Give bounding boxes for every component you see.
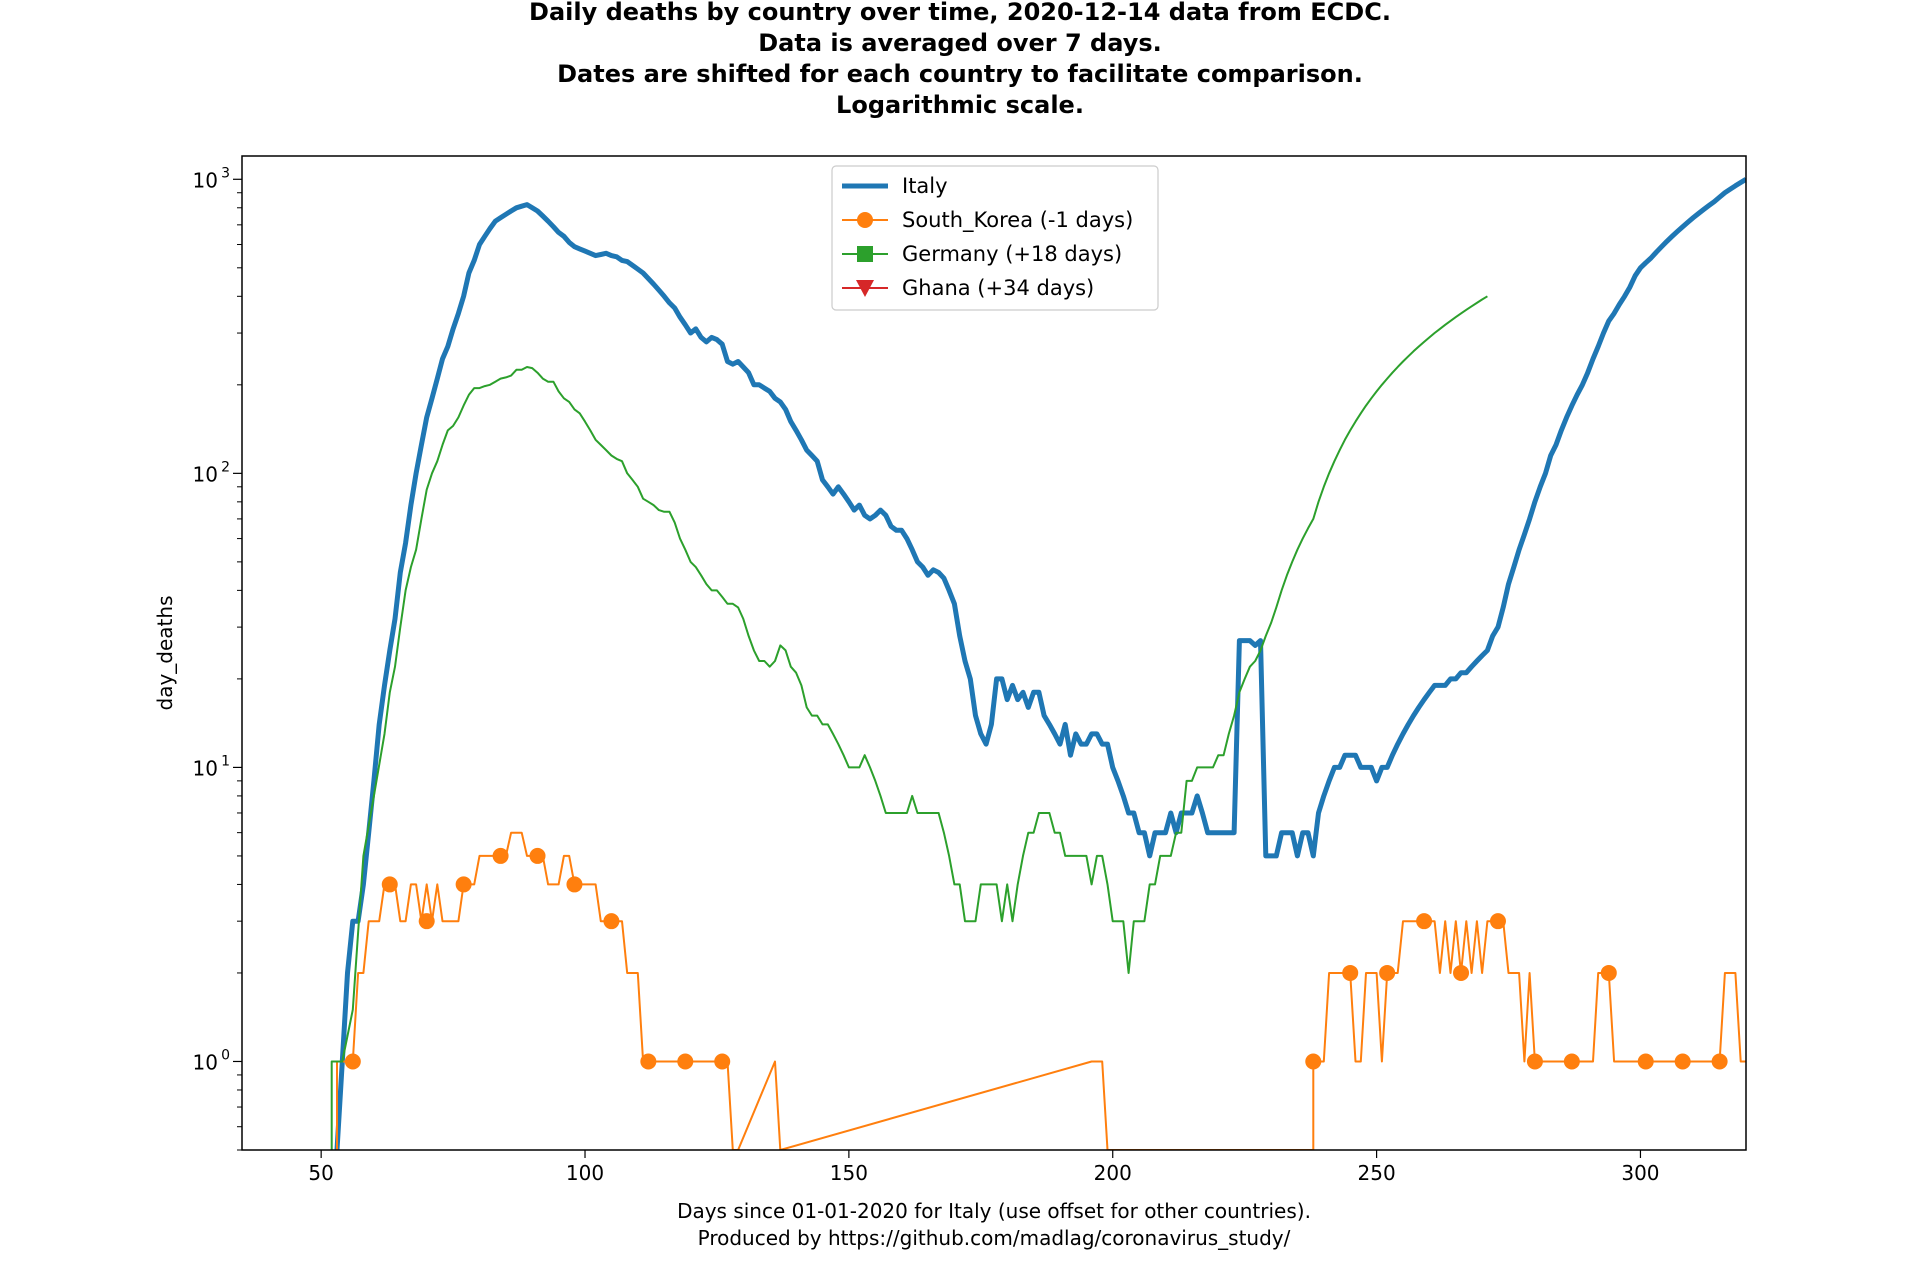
data-point: [418, 913, 435, 930]
y-tick-exponent: 1: [221, 753, 230, 769]
data-point: [1637, 1053, 1654, 1070]
data-point: [381, 876, 398, 893]
data-point: [1711, 1053, 1728, 1070]
series-south_korea: [336, 831, 1746, 1150]
x-axis-label-line: Days since 01-01-2020 for Italy (use off…: [677, 1199, 1311, 1223]
x-tick-label: 100: [566, 1161, 604, 1185]
title-line: Logarithmic scale.: [836, 91, 1084, 119]
x-tick-label: 200: [1094, 1161, 1132, 1185]
x-tick-label: 300: [1621, 1161, 1659, 1185]
legend-entry: South_Korea (-1 days): [902, 208, 1133, 233]
y-tick-exponent: 0: [221, 1047, 230, 1063]
x-tick-label: 250: [1358, 1161, 1396, 1185]
data-point: [1600, 964, 1617, 981]
series-line: [330, 295, 1488, 1150]
title-line: Dates are shifted for each country to fa…: [557, 60, 1363, 88]
y-tick-label: 10: [193, 756, 218, 780]
plot-area: [330, 177, 1746, 1150]
legend-marker: [856, 280, 874, 297]
y-tick-exponent: 2: [221, 459, 230, 475]
data-point: [714, 1053, 731, 1070]
y-tick-label: 10: [193, 168, 218, 192]
legend-marker: [857, 212, 873, 228]
legend-entry: Italy: [902, 174, 948, 198]
y-tick-base: 10: [193, 168, 218, 192]
data-point: [677, 1053, 694, 1070]
legend-marker: [857, 246, 873, 262]
data-point: [566, 876, 583, 893]
data-point: [1416, 913, 1433, 930]
data-point: [1526, 1053, 1543, 1070]
data-point: [1563, 1053, 1580, 1070]
data-point: [529, 847, 546, 864]
series-layer: [330, 177, 1746, 1150]
series-line: [334, 177, 1746, 1150]
data-point: [492, 847, 509, 864]
title-line: Daily deaths by country over time, 2020-…: [529, 0, 1391, 26]
x-tick-label: 50: [308, 1161, 333, 1185]
legend: Italy South_Korea (-1 days) Germany (+18 d…: [831, 165, 1159, 311]
x-axis-label-line: Produced by https://github.com/madlag/co…: [698, 1226, 1291, 1250]
series-italy: [334, 177, 1746, 1150]
data-point: [1674, 1053, 1691, 1070]
y-tick-label: 10: [193, 462, 218, 486]
data-point: [1379, 964, 1396, 981]
y-tick-label: 10: [193, 1050, 218, 1074]
data-point: [1342, 964, 1359, 981]
chart-title: Daily deaths by country over time, 2020-…: [529, 0, 1391, 119]
y-tick-base: 10: [193, 1050, 218, 1074]
title-line: Data is averaged over 7 days.: [758, 29, 1162, 57]
x-tick-label: 150: [830, 1161, 868, 1185]
data-point: [1489, 913, 1506, 930]
legend-entry: Germany (+18 days): [902, 242, 1122, 266]
y-axis-label: day_deaths: [153, 596, 177, 711]
data-point: [1305, 1053, 1322, 1070]
data-point: [640, 1053, 657, 1070]
legend-entry: Ghana (+34 days): [902, 276, 1094, 300]
data-point: [1453, 964, 1470, 981]
series-germany: [330, 295, 1488, 1150]
x-axis-label: Days since 01-01-2020 for Italy (use off…: [677, 1199, 1311, 1250]
axes-frame: [241, 155, 1747, 1151]
y-tick-exponent: 3: [221, 165, 230, 181]
data-point: [603, 913, 620, 930]
data-point: [344, 1053, 361, 1070]
y-tick-base: 10: [193, 756, 218, 780]
data-point: [455, 876, 472, 893]
y-tick-base: 10: [193, 462, 218, 486]
legend-box: [831, 165, 1159, 311]
series-line: [336, 831, 1746, 1150]
